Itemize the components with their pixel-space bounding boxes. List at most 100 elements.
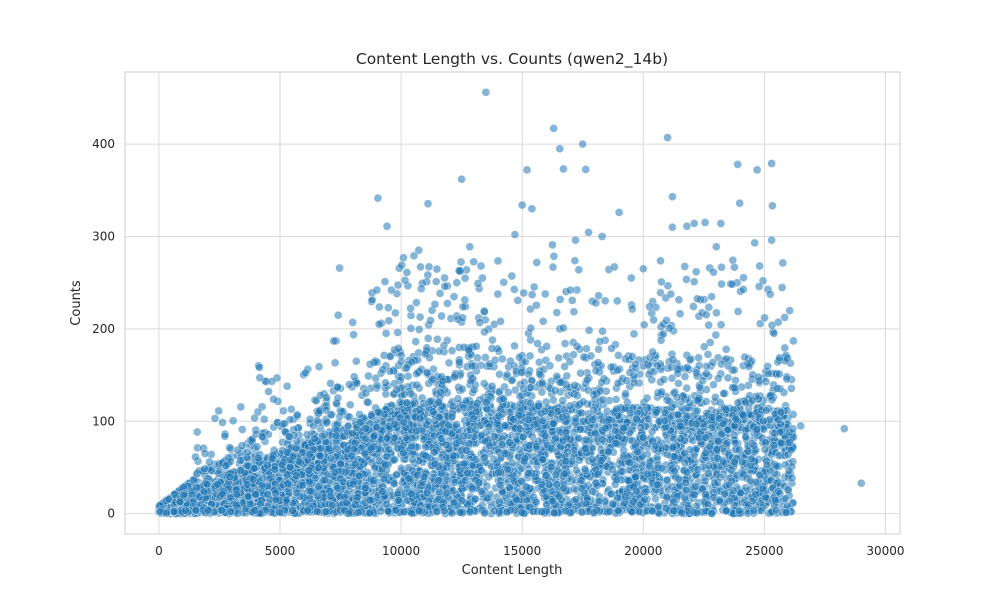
data-point [636, 423, 646, 432]
data-point [463, 469, 472, 478]
data-point [394, 495, 404, 505]
data-point [660, 416, 670, 426]
data-point [385, 352, 395, 361]
data-point [520, 454, 530, 463]
data-point [522, 482, 531, 492]
data-point [259, 414, 269, 424]
data-point [434, 476, 444, 485]
data-point [469, 414, 478, 424]
data-point [497, 354, 507, 364]
data-point [225, 472, 235, 482]
data-point [512, 495, 521, 505]
data-point [518, 432, 528, 442]
data-point [472, 398, 482, 408]
data-point [267, 377, 277, 386]
data-point [355, 410, 364, 419]
data-point [369, 432, 379, 441]
data-point [484, 422, 494, 432]
data-point [476, 466, 486, 475]
data-point [594, 291, 603, 301]
data-point [647, 427, 657, 436]
data-point [729, 486, 738, 495]
data-point [515, 424, 525, 433]
data-point [314, 362, 324, 372]
data-point [322, 405, 331, 415]
data-point [571, 414, 580, 423]
data-point [414, 245, 424, 255]
data-point [607, 489, 616, 499]
data-point [586, 351, 596, 361]
data-point [437, 311, 446, 321]
data-point [674, 474, 684, 484]
data-point [301, 368, 310, 378]
data-point [707, 423, 717, 432]
data-point [210, 414, 220, 423]
data-point [421, 451, 430, 461]
data-point [270, 464, 280, 474]
data-point [776, 407, 786, 417]
data-point [700, 448, 710, 458]
data-point [545, 361, 555, 371]
data-point [551, 433, 560, 443]
data-point [662, 492, 672, 502]
data-point [787, 473, 797, 483]
data-point [506, 356, 515, 366]
data-point [492, 419, 502, 428]
data-point [488, 335, 497, 345]
data-point [785, 306, 795, 315]
data-point [320, 475, 330, 485]
data-point [365, 495, 375, 505]
data-point [428, 407, 438, 416]
data-point [538, 454, 547, 464]
data-point [453, 394, 463, 404]
data-point [500, 449, 510, 458]
data-point [335, 412, 345, 421]
data-point [257, 432, 267, 441]
data-point [322, 393, 332, 402]
data-point [214, 406, 223, 416]
data-point [662, 475, 672, 485]
data-point [487, 381, 497, 391]
data-point [255, 373, 265, 383]
data-point [218, 418, 227, 427]
data-point [722, 439, 731, 449]
data-point [250, 413, 259, 423]
data-point [411, 337, 421, 346]
data-point [451, 438, 461, 448]
data-point [707, 412, 717, 422]
data-point [509, 401, 519, 411]
data-point [422, 488, 432, 498]
data-point [282, 381, 292, 391]
data-point [700, 218, 710, 227]
data-point [548, 496, 557, 506]
data-point [361, 388, 371, 398]
data-point [701, 310, 711, 320]
data-point [691, 482, 700, 491]
data-point [773, 415, 783, 425]
data-point [305, 493, 315, 503]
data-point [416, 262, 425, 272]
data-point [596, 456, 606, 465]
data-point [537, 480, 547, 489]
data-point [576, 476, 586, 485]
data-point [392, 470, 401, 480]
data-point [669, 452, 679, 461]
data-point [205, 457, 214, 467]
data-point [551, 470, 561, 480]
data-point [644, 370, 654, 379]
data-point [681, 485, 691, 495]
data-point [668, 192, 677, 201]
data-point [344, 380, 354, 389]
data-point [577, 483, 586, 493]
data-point [682, 363, 692, 372]
data-point [430, 416, 440, 426]
data-point [292, 471, 301, 480]
data-point [391, 308, 400, 318]
data-point [468, 483, 477, 493]
data-point [540, 431, 550, 441]
data-point [532, 497, 541, 507]
data-point [746, 454, 756, 464]
data-point [555, 144, 565, 153]
data-point [618, 467, 627, 476]
data-point [345, 400, 355, 410]
